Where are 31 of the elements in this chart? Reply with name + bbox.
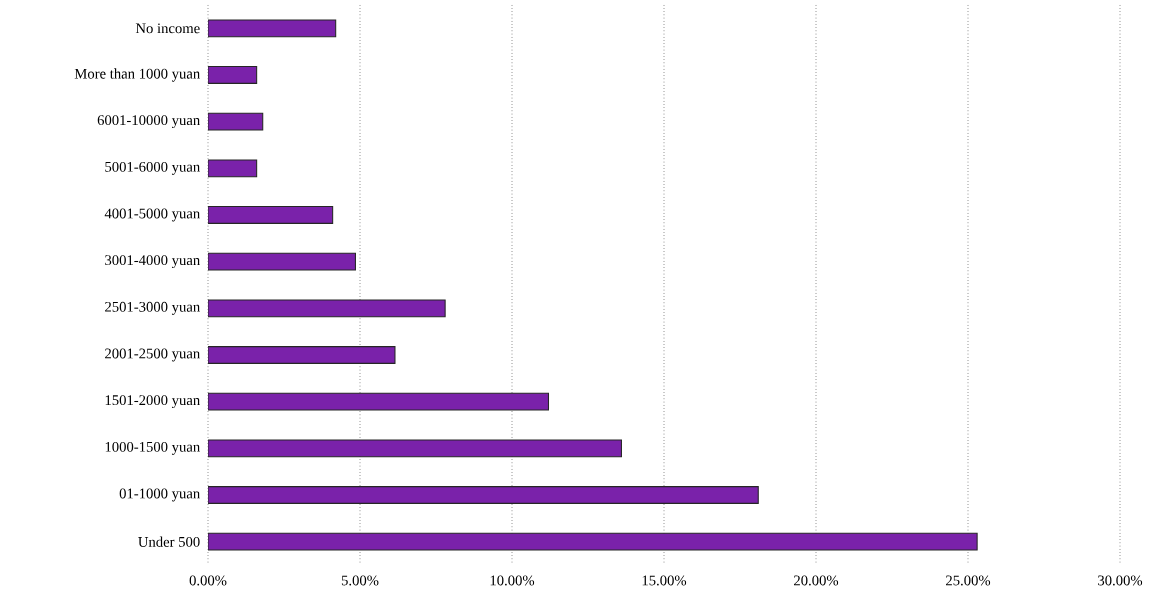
x-tick-label: 20.00% xyxy=(794,575,839,586)
bar xyxy=(208,66,258,84)
bar xyxy=(208,439,622,458)
bar xyxy=(208,206,334,224)
y-tick-label: 1501-2000 yuan xyxy=(105,395,200,409)
y-tick-label: 2501-3000 yuan xyxy=(105,301,200,315)
y-tick-label: 01-1000 yuan xyxy=(119,488,200,502)
y-tick-label: 4001-5000 yuan xyxy=(104,208,200,222)
y-tick-label: 2001-2500 yuan xyxy=(105,348,200,362)
bar xyxy=(208,112,264,131)
bar xyxy=(208,159,258,178)
y-tick-label: More than 1000 yuan xyxy=(74,68,200,82)
bar xyxy=(208,346,396,364)
y-tick-label: Under 500 xyxy=(138,536,200,547)
bar xyxy=(208,532,978,551)
bar xyxy=(208,252,356,271)
bar xyxy=(208,392,550,411)
x-tick-label: 10.00% xyxy=(490,575,535,586)
bar xyxy=(208,299,446,318)
bar xyxy=(208,486,759,504)
y-tick-label: 5001-6000 yuan xyxy=(105,161,200,175)
x-tick-label: 0.00% xyxy=(189,575,227,586)
bar xyxy=(208,19,337,38)
x-tick-label: 30.00% xyxy=(1098,575,1143,586)
x-tick-label: 15.00% xyxy=(642,575,687,586)
y-tick-label: 6001-10000 yuan xyxy=(97,115,200,129)
x-tick-label: 25.00% xyxy=(946,575,991,586)
y-tick-label: No income xyxy=(135,23,200,34)
y-tick-label: 1000-1500 yuan xyxy=(105,441,200,455)
x-tick-label: 5.00% xyxy=(341,575,379,586)
y-tick-label: 3001-4000 yuan xyxy=(105,255,200,269)
